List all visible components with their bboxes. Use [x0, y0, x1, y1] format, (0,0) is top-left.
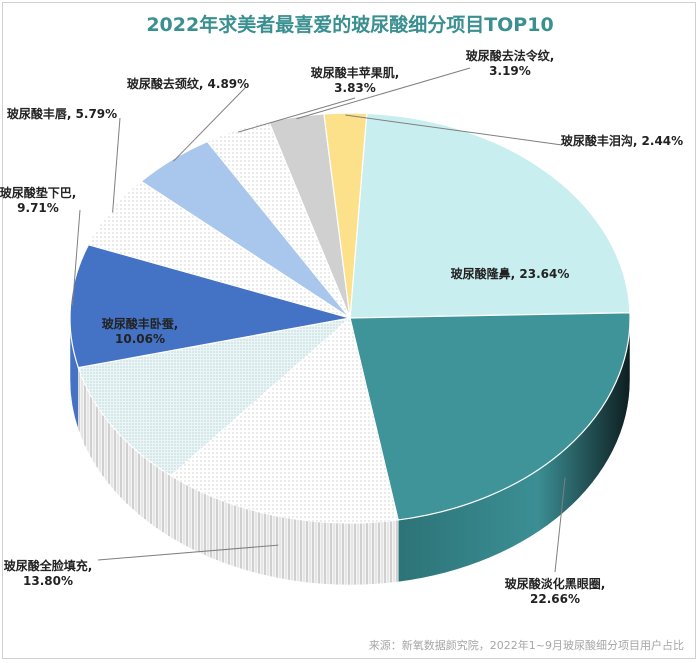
- slice-0: [349, 112, 631, 319]
- slice-label-0: 玻尿酸隆鼻, 23.64%: [451, 266, 570, 281]
- slice-labels: 玻尿酸隆鼻, 23.64% 玻尿酸淡化黑眼圈, 22.66% 玻尿酸全脸填充, 13.8…: [0, 48, 683, 606]
- slice-pattern-3: [78, 318, 350, 476]
- slice-label-6: 玻尿酸去颈纹, 4.89%: [127, 76, 249, 91]
- slice-label-9: 玻尿酸丰泪沟, 2.44%: [561, 133, 683, 148]
- slice-label-5: 玻尿酸丰唇, 5.79%: [7, 106, 117, 121]
- slice-label-3: 玻尿酸丰卧蚕, 10.06%: [102, 316, 179, 346]
- slice-pattern-7: [207, 121, 350, 318]
- slice-9: [323, 112, 368, 319]
- pie-top-layer: [69, 112, 631, 524]
- leader-line-7: [238, 97, 356, 133]
- leader-lines: [72, 67, 566, 573]
- slice-label-8: 玻尿酸去法令纹, 3.19%: [466, 48, 555, 78]
- leader-line-9: [345, 114, 563, 146]
- slice-label-1: 玻尿酸淡化黑眼圈, 22.66%: [505, 576, 606, 606]
- slice-label-7: 玻尿酸丰苹果肌, 3.83%: [311, 65, 400, 95]
- slice-pattern-5: [88, 181, 350, 318]
- slice-label-2: 玻尿酸全脸填充, 13.80%: [4, 558, 93, 588]
- leader-line-8: [296, 67, 471, 120]
- slice-label-4: 玻尿酸垫下巴, 9.71%: [0, 185, 76, 215]
- slice-pattern-2: [170, 318, 399, 523]
- slice-4: [69, 244, 351, 369]
- leader-line-2: [97, 544, 279, 561]
- leader-line-6: [173, 87, 246, 162]
- leader-line-5: [112, 117, 121, 213]
- chart-title: 2022年求美者最喜爱的玻尿酸细分项目TOP10: [146, 14, 554, 36]
- leader-line-4: [72, 209, 81, 306]
- source-note: 来源：新氧数据颜究院，2022年1~9月玻尿酸细分项目用户占比: [368, 639, 684, 652]
- slice-1: [349, 312, 631, 521]
- leader-line-1: [554, 477, 566, 573]
